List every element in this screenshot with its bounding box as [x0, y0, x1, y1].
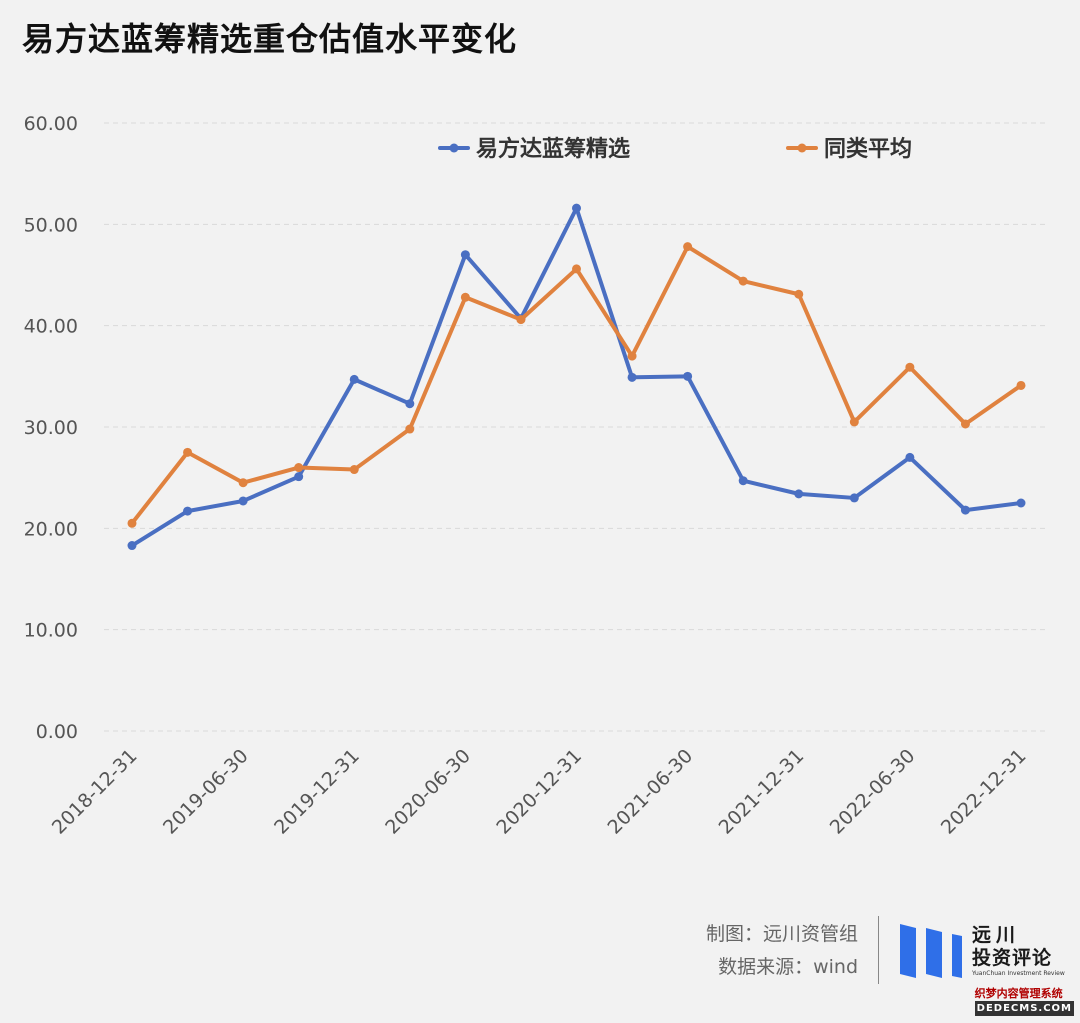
data-point: [127, 541, 137, 551]
brand-name: 远川: [972, 924, 1021, 946]
data-point: [738, 476, 748, 486]
data-point: [572, 203, 581, 213]
brand-english: YuanChuan Investment Review: [972, 970, 1065, 977]
data-point: [238, 478, 248, 488]
y-tick-label: 20.00: [24, 518, 78, 540]
watermark-line2: DEDECMS.COM: [974, 1001, 1074, 1016]
credit-source: 数据来源：wind: [718, 956, 858, 978]
data-point: [905, 452, 915, 462]
data-point: [183, 506, 193, 516]
data-point: [294, 463, 304, 473]
data-point: [849, 417, 859, 427]
data-point: [572, 264, 581, 274]
data-point: [794, 489, 804, 499]
y-tick-label: 30.00: [24, 417, 78, 439]
data-point: [294, 472, 304, 482]
data-point: [349, 374, 359, 384]
data-point: [627, 372, 637, 382]
y-tick-label: 10.00: [24, 620, 78, 642]
brand-logo-text: 远川 投资评论 YuanChuan Investment Review: [972, 924, 1065, 978]
x-tick-label: 2019-06-30: [159, 745, 253, 839]
chart-title: 易方达蓝筹精选重仓估值水平变化: [22, 20, 518, 58]
data-point: [794, 289, 804, 299]
x-tick-label: 2018-12-31: [48, 745, 142, 839]
footer-divider: [878, 916, 879, 984]
x-tick-label: 2020-06-30: [381, 745, 475, 839]
data-point: [349, 465, 359, 475]
data-point: [960, 419, 970, 429]
x-tick-label: 2022-12-31: [937, 745, 1031, 839]
legend-swatch-marker: [449, 143, 459, 153]
brand-subname: 投资评论: [972, 947, 1053, 969]
data-point: [683, 371, 693, 381]
data-point: [238, 496, 248, 506]
data-point: [1016, 380, 1026, 390]
x-tick-label: 2021-06-30: [604, 745, 698, 839]
data-point: [460, 292, 470, 302]
data-point: [849, 493, 859, 503]
data-point: [627, 351, 637, 361]
legend-label: 同类平均: [824, 136, 912, 162]
data-point: [460, 250, 470, 260]
watermark: 织梦内容管理系统 DEDECMS.COM: [974, 986, 1074, 1016]
series-line-2: [130, 244, 1023, 526]
data-point: [405, 399, 415, 409]
y-tick-label: 60.00: [24, 113, 78, 135]
x-tick-label: 2022-06-30: [826, 745, 920, 839]
data-point: [683, 242, 693, 252]
y-tick-label: 50.00: [24, 214, 78, 236]
watermark-line1: 织梦内容管理系统: [974, 987, 1063, 1000]
legend-label: 易方达蓝筹精选: [476, 136, 630, 162]
series-line-1: [130, 206, 1023, 548]
legend-swatch-marker: [797, 143, 807, 153]
line-chart: 0.00 10.00 20.00 30.00 40.00 50.00 60.00 2018-1…: [24, 113, 1046, 839]
y-tick-label: 40.00: [24, 316, 78, 338]
data-point: [516, 315, 526, 325]
data-point: [960, 505, 970, 515]
yuanchuan-logo-icon: [900, 924, 962, 978]
chart-credit: 制图：远川资管组 数据来源：wind: [706, 918, 858, 984]
data-point: [183, 447, 193, 457]
data-point: [738, 276, 748, 286]
data-point: [905, 362, 915, 372]
x-tick-label: 2021-12-31: [715, 745, 809, 839]
credit-maker: 制图：远川资管组: [705, 923, 858, 945]
x-tick-label: 2020-12-31: [492, 745, 586, 839]
data-point: [127, 518, 137, 528]
data-point: [1016, 498, 1026, 508]
data-point: [405, 424, 415, 434]
x-tick-label: 2019-12-31: [270, 745, 364, 839]
y-tick-label: 0.00: [36, 721, 78, 743]
